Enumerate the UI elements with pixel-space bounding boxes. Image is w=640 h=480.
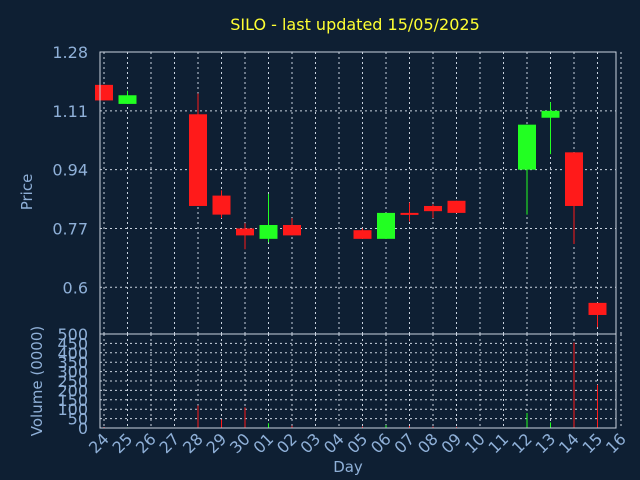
candle-body [95, 84, 113, 101]
day-tick-label: 16 [602, 429, 630, 457]
candle-body [283, 225, 301, 236]
volume-tick-label: 100 [57, 400, 88, 419]
candle-body [588, 302, 607, 315]
volume-tick-label: 400 [57, 344, 88, 363]
candle-body [424, 205, 442, 212]
price-axis-label: Price [18, 174, 36, 211]
volume-tick-label: 450 [57, 334, 88, 353]
candle-body [565, 152, 583, 206]
candle-body [259, 225, 278, 239]
price-grid [100, 51, 622, 334]
candle-body [541, 110, 560, 118]
volume-tick-label: 50 [68, 410, 88, 429]
volume-tick-label: 250 [57, 372, 88, 391]
day-axis-label: Day [333, 458, 363, 476]
price-tick-label: 1.11 [52, 102, 88, 121]
price-tick-label: 0.6 [63, 278, 88, 297]
chart-title: SILO - last updated 15/05/2025 [230, 15, 480, 34]
candle-body [400, 212, 419, 215]
candle-body [377, 212, 395, 239]
candle-body [518, 124, 536, 170]
candle-body [189, 114, 207, 206]
volume-tick-label: 350 [57, 353, 88, 372]
volume-tick-label: 0 [78, 419, 88, 438]
volume-grid [100, 333, 622, 429]
day-tick-labels: 2425262728293001020304050607080910111213… [85, 429, 630, 457]
price-panel-frame [99, 51, 617, 335]
candles [95, 84, 607, 328]
volume-panel-frame [99, 333, 617, 429]
volume-tick-label: 150 [57, 391, 88, 410]
volume-tick-label: 300 [57, 363, 88, 382]
price-tick-label: 0.77 [52, 219, 88, 238]
volume-tick-label: 500 [57, 325, 88, 344]
volume-bars [103, 342, 598, 428]
volume-axis-label: Volume (0000) [28, 326, 46, 436]
candle-body [236, 228, 254, 236]
price-tick-label: 1.28 [52, 43, 88, 62]
price-tick-labels: 1.28 1.11 0.94 0.77 0.6 [52, 43, 88, 297]
volume-tick-label: 200 [57, 381, 88, 400]
candle-body [447, 200, 466, 213]
candle-body [212, 195, 231, 215]
candle-body [353, 230, 372, 239]
price-tick-label: 0.94 [52, 161, 88, 180]
candle-body [118, 95, 137, 104]
